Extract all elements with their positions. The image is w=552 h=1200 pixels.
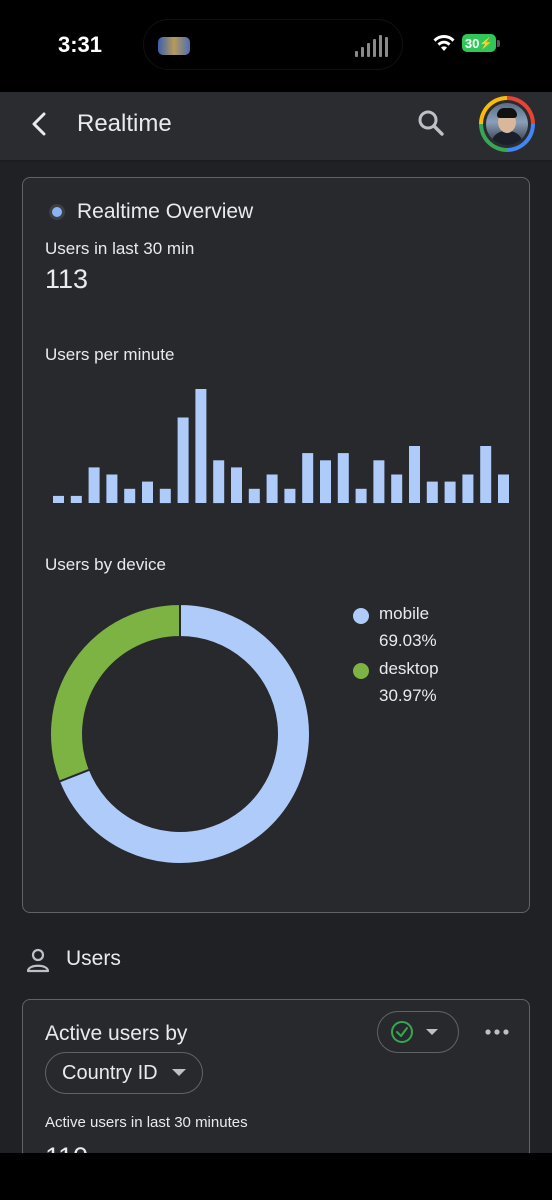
bar-minute-26[interactable] <box>498 474 509 504</box>
bar-minute-25[interactable] <box>480 446 492 503</box>
comparison-chip[interactable] <box>377 1011 459 1053</box>
users-per-minute-chart[interactable] <box>45 383 509 505</box>
page-title: Realtime <box>77 110 172 137</box>
caret-down-icon <box>171 1069 186 1076</box>
active-users-subtitle: Active users in last 30 minutes <box>45 1114 248 1131</box>
account-avatar[interactable] <box>479 96 535 152</box>
bar-minute-9[interactable] <box>195 389 207 503</box>
status-time: 3:31 <box>58 32 103 57</box>
users-section-title: Users <box>66 947 121 970</box>
battery-level: 30 <box>464 35 480 51</box>
users-30-min-label: Users in last 30 min <box>45 239 195 258</box>
bar-minute-20[interactable] <box>391 474 403 504</box>
app-bar: Realtime <box>0 92 552 162</box>
bar-minute-12[interactable] <box>248 488 260 504</box>
legend-dot-mobile <box>353 608 369 624</box>
overview-title: Realtime Overview <box>77 200 254 223</box>
bar-minute-1[interactable] <box>53 495 64 503</box>
avatar-hair <box>497 108 517 118</box>
avatar-photo <box>486 103 528 145</box>
check-circle-icon <box>391 1021 438 1043</box>
avatar-body <box>491 131 523 145</box>
live-indicator-icon <box>49 204 65 220</box>
users-by-device-chart[interactable] <box>49 603 311 865</box>
bar-minute-18[interactable] <box>355 488 367 504</box>
bar-minute-17[interactable] <box>337 453 349 503</box>
battery-tip <box>497 40 500 47</box>
bar-minute-10[interactable] <box>213 460 225 504</box>
wifi-icon <box>433 35 455 51</box>
bar-minute-23[interactable] <box>444 481 456 503</box>
bar-minute-14[interactable] <box>284 488 296 504</box>
bar-minute-8[interactable] <box>177 417 189 504</box>
battery-indicator: 30 ⚡ <box>462 34 496 52</box>
bar-minute-15[interactable] <box>302 453 314 503</box>
bar-minute-16[interactable] <box>320 460 331 504</box>
bar-minute-24[interactable] <box>462 474 474 504</box>
bar-minute-5[interactable] <box>124 488 136 504</box>
users-30-min-value: 113 <box>45 264 89 294</box>
users-by-device-label: Users by device <box>45 555 166 574</box>
legend-percent-desktop: 30.97% <box>379 686 437 705</box>
screen-edge <box>0 1153 552 1200</box>
donut-slice-desktop[interactable] <box>49 603 181 783</box>
bar-minute-4[interactable] <box>106 474 118 504</box>
bar-minute-11[interactable] <box>231 467 242 503</box>
more-options-icon[interactable] <box>483 1020 511 1044</box>
dimension-selector[interactable]: Country ID <box>45 1052 203 1094</box>
realtime-overview-card[interactable]: Realtime Overview Users in last 30 min 1… <box>22 177 530 913</box>
avatar-inner <box>483 100 531 148</box>
bar-minute-21[interactable] <box>409 446 420 503</box>
status-bar: 3:31 30 ⚡ <box>0 0 552 92</box>
legend-label-mobile: mobile <box>379 604 430 623</box>
charging-bolt-icon: ⚡ <box>479 37 494 50</box>
bar-minute-2[interactable] <box>70 495 82 503</box>
dynamic-island <box>143 19 403 70</box>
donut-slice-mobile[interactable] <box>57 603 311 865</box>
bar-minute-13[interactable] <box>266 474 278 504</box>
bar-minute-6[interactable] <box>142 481 153 503</box>
legend-label-desktop: desktop <box>379 659 439 678</box>
person-icon <box>26 948 50 973</box>
users-section-header: Users <box>24 944 224 976</box>
active-users-title: Active users by <box>45 1022 188 1045</box>
bar-minute-3[interactable] <box>88 467 100 503</box>
bar-minute-19[interactable] <box>373 460 385 504</box>
legend-percent-mobile: 69.03% <box>379 631 437 650</box>
chevron-left-icon[interactable] <box>22 106 58 142</box>
dimension-label: Country ID <box>62 1061 158 1084</box>
users-per-minute-label: Users per minute <box>45 345 175 364</box>
audio-level-icon <box>355 33 388 57</box>
legend-dot-desktop <box>353 663 369 679</box>
bar-minute-22[interactable] <box>426 481 438 503</box>
media-thumbnail <box>158 37 190 55</box>
search-icon[interactable] <box>414 106 448 140</box>
bar-minute-7[interactable] <box>159 488 171 504</box>
